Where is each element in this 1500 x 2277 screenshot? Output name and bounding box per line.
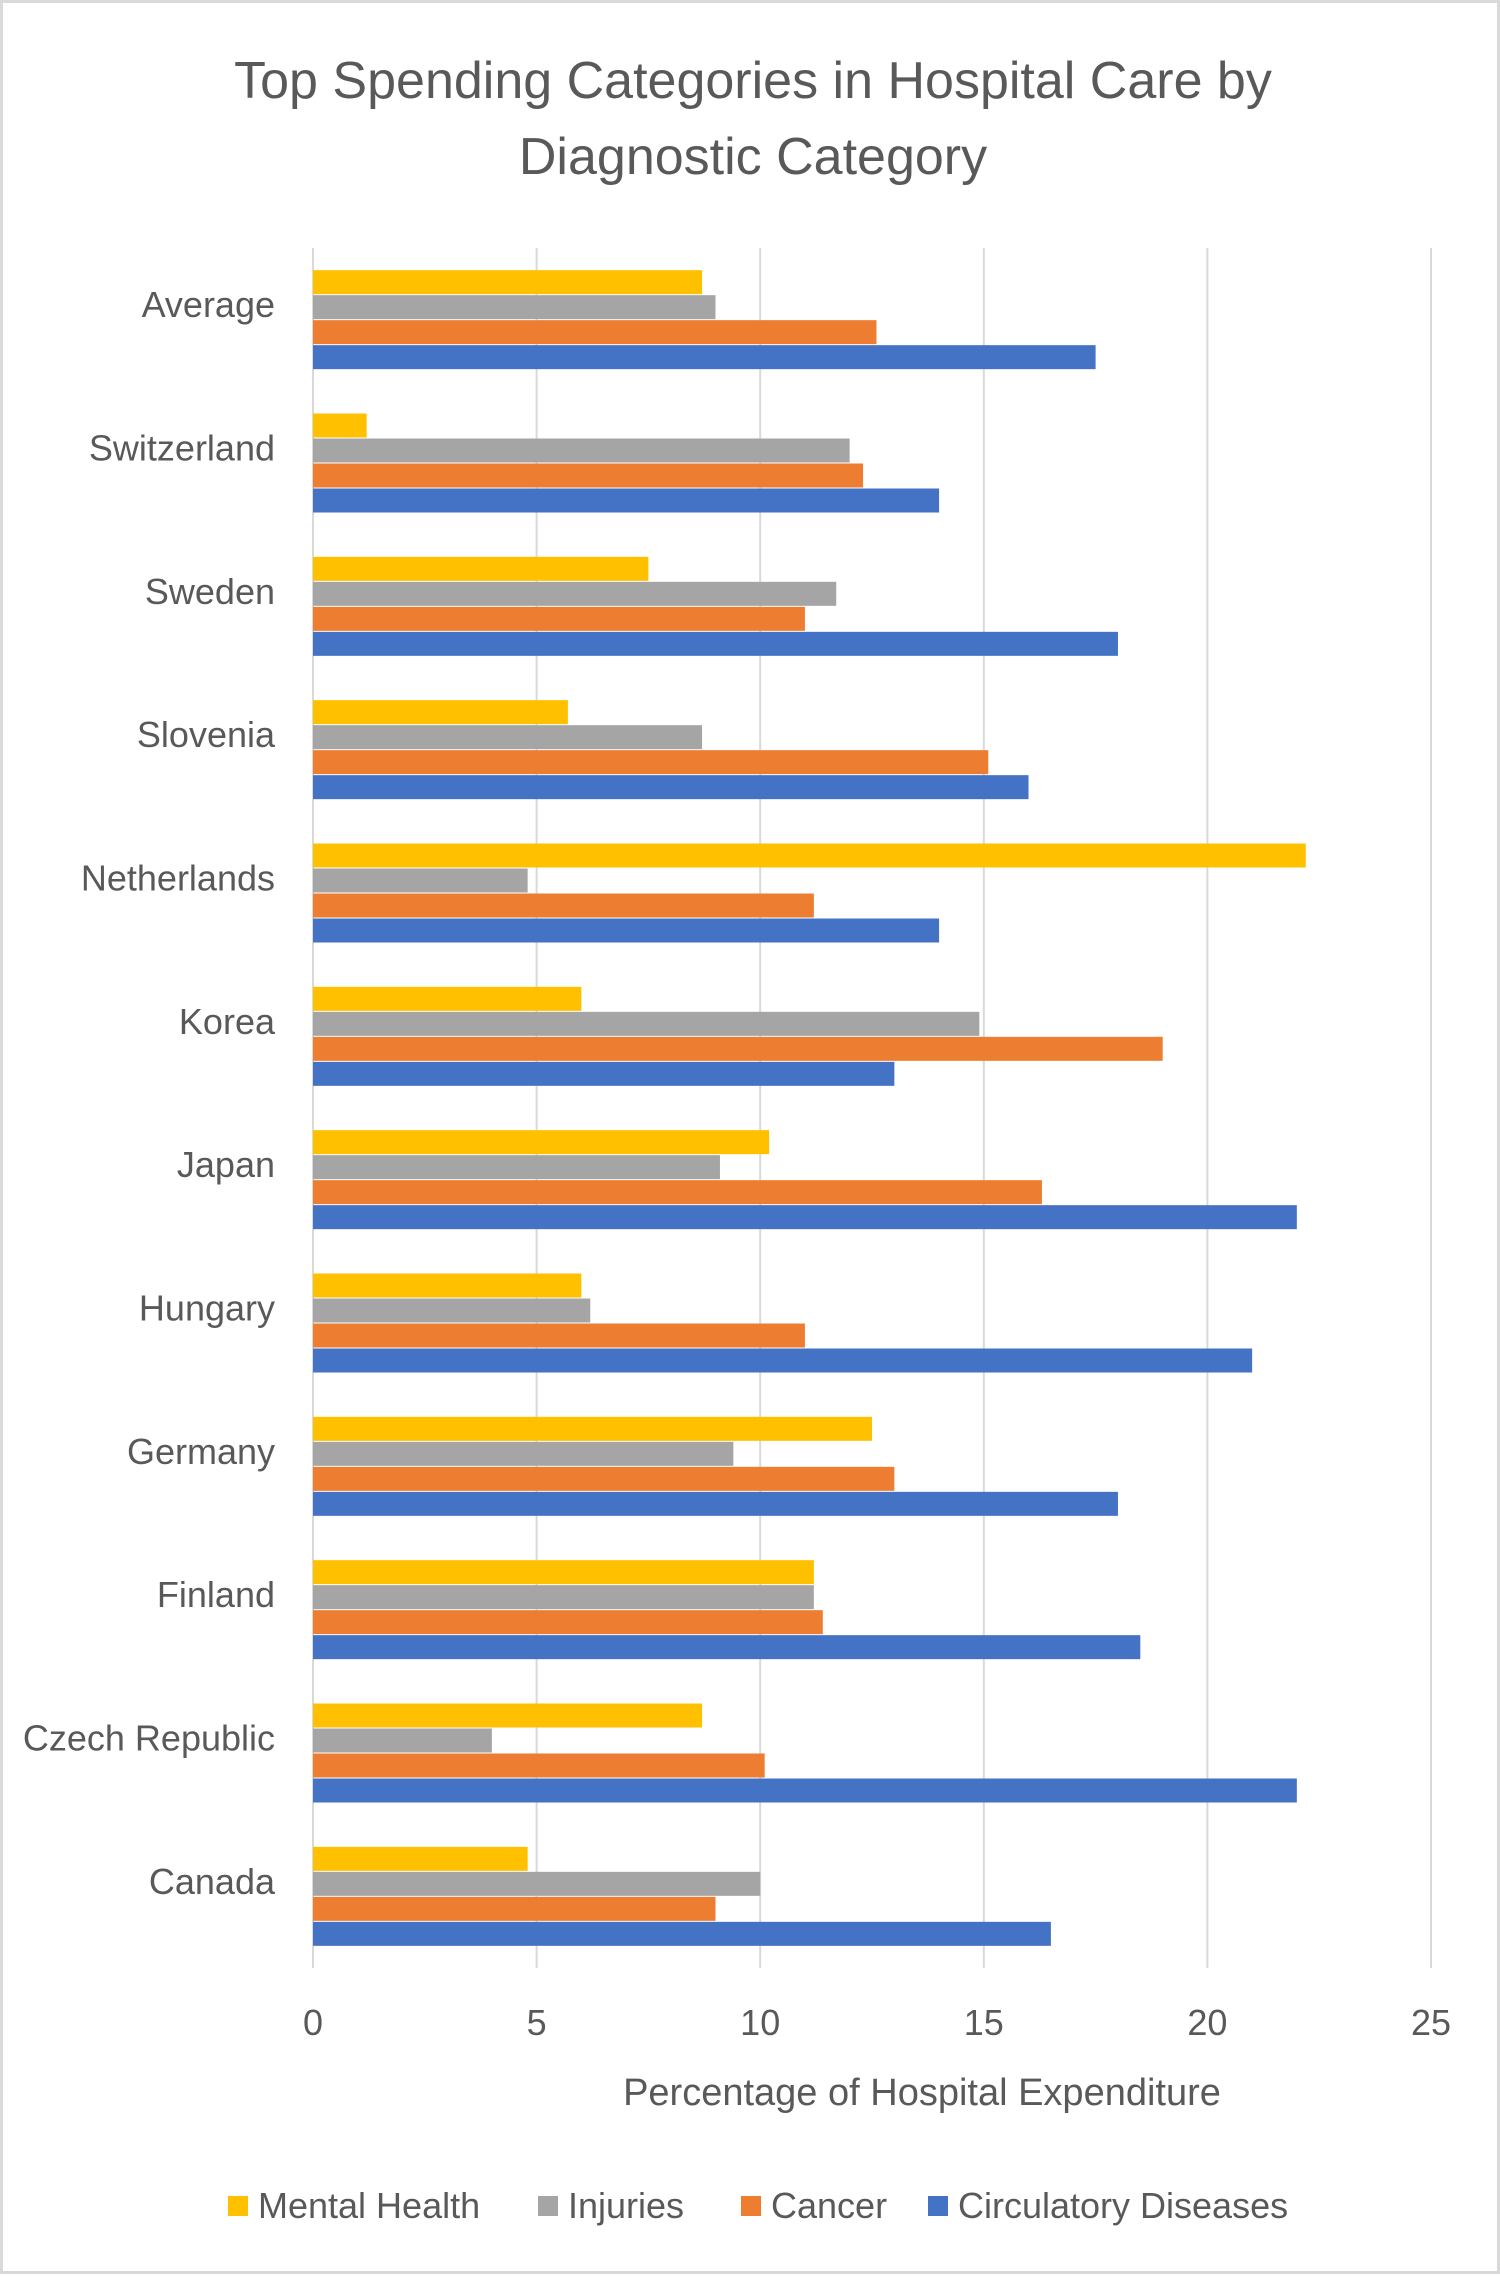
bar-mental-health [313, 986, 582, 1011]
legend-label: Injuries [568, 2185, 684, 2226]
bar-circulatory-diseases [313, 1778, 1297, 1803]
legend-item: Mental Health [228, 2185, 480, 2226]
bar-mental-health [313, 1846, 528, 1871]
bar-injuries [313, 295, 716, 320]
x-tick-label: 10 [740, 2002, 780, 2043]
y-tick-label: Sweden [145, 571, 275, 612]
bar-mental-health [313, 843, 1306, 868]
bar-cancer [313, 606, 805, 631]
y-tick-label: Slovenia [137, 714, 276, 755]
legend-label: Cancer [771, 2185, 887, 2226]
bar-injuries [313, 1441, 734, 1466]
y-tick-label: Canada [149, 1861, 276, 1902]
bar-circulatory-diseases [313, 1921, 1051, 1946]
bar-circulatory-diseases [313, 1491, 1118, 1516]
y-tick-label: Czech Republic [23, 1718, 275, 1759]
bar-circulatory-diseases [313, 775, 1029, 800]
bar-circulatory-diseases [313, 631, 1118, 656]
y-tick-label: Average [142, 284, 275, 325]
y-tick-label: Switzerland [89, 428, 275, 469]
bars [313, 270, 1306, 1946]
legend-label: Circulatory Diseases [958, 2185, 1288, 2226]
bar-injuries [313, 1155, 720, 1180]
bar-mental-health [313, 556, 649, 581]
y-tick-label: Netherlands [81, 858, 275, 899]
legend-swatch [928, 2196, 948, 2216]
legend-swatch [228, 2196, 248, 2216]
bar-cancer [313, 320, 877, 345]
x-axis-title: Percentage of Hospital Expenditure [623, 2072, 1221, 2114]
bar-injuries [313, 725, 703, 750]
legend-swatch [538, 2196, 558, 2216]
legend-label: Mental Health [258, 2185, 480, 2226]
bar-cancer [313, 1896, 716, 1921]
bar-cancer [313, 1180, 1042, 1205]
gridlines [312, 248, 1432, 1968]
legend-item: Injuries [538, 2185, 684, 2226]
bar-cancer [313, 1036, 1163, 1061]
bar-mental-health [313, 413, 367, 438]
y-tick-label: Korea [179, 1001, 276, 1042]
bar-mental-health [313, 1416, 872, 1441]
bar-mental-health [313, 700, 568, 725]
bar-cancer [313, 463, 864, 488]
bar-mental-health [313, 1273, 582, 1298]
bar-chart: 0 5 10 15 20 25 Average Switzerland Sweden Sloven… [23, 248, 1451, 2226]
y-tick-label: Japan [177, 1144, 275, 1185]
legend-item: Cancer [741, 2185, 887, 2226]
x-tick-label: 5 [527, 2002, 547, 2043]
bar-injuries [313, 1298, 591, 1323]
bar-injuries [313, 1011, 980, 1036]
legend-item: Circulatory Diseases [928, 2185, 1288, 2226]
bar-mental-health [313, 270, 703, 295]
bar-injuries [313, 581, 837, 606]
legend-swatch [741, 2196, 761, 2216]
bar-circulatory-diseases [313, 1635, 1141, 1660]
bar-circulatory-diseases [313, 488, 940, 513]
bar-circulatory-diseases [313, 1348, 1253, 1373]
bar-circulatory-diseases [313, 918, 940, 943]
x-tick-label: 15 [964, 2002, 1004, 2043]
bar-cancer [313, 893, 814, 918]
axis-labels: 0 5 10 15 20 25 Average Switzerland Sweden Sloven… [23, 284, 1451, 2043]
y-tick-label: Finland [157, 1574, 275, 1615]
bar-circulatory-diseases [313, 1061, 895, 1086]
y-tick-label: Germany [127, 1431, 275, 1472]
bar-cancer [313, 1753, 765, 1778]
x-tick-label: 0 [303, 2002, 323, 2043]
x-tick-label: 25 [1411, 2002, 1451, 2043]
bar-circulatory-diseases [313, 345, 1096, 370]
bar-injuries [313, 868, 528, 893]
bar-mental-health [313, 1703, 703, 1728]
chart-title: Top Spending Categories in Hospital Care… [234, 52, 1272, 186]
y-tick-label: Hungary [139, 1288, 275, 1329]
bar-cancer [313, 750, 989, 775]
bar-injuries [313, 1728, 492, 1753]
bar-injuries [313, 438, 850, 463]
x-tick-label: 20 [1187, 2002, 1227, 2043]
bar-circulatory-diseases [313, 1205, 1297, 1230]
bar-injuries [313, 1871, 761, 1896]
legend: Mental Health Injuries Cancer Circulatory D… [228, 2185, 1288, 2226]
bar-cancer [313, 1323, 805, 1348]
bar-cancer [313, 1610, 823, 1635]
bar-mental-health [313, 1560, 814, 1585]
bar-cancer [313, 1466, 895, 1491]
bar-mental-health [313, 1130, 770, 1155]
bar-injuries [313, 1585, 814, 1610]
